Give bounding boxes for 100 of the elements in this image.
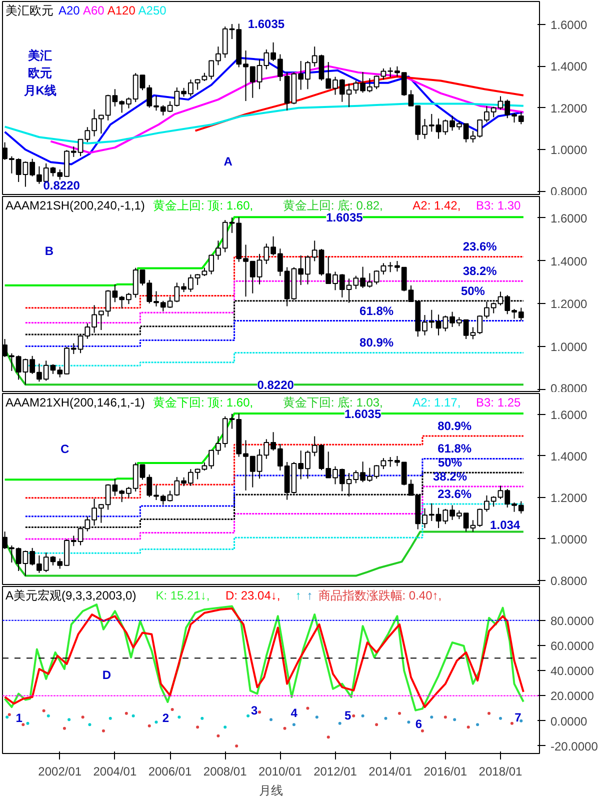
chart-title: 美汇欧元	[6, 4, 54, 18]
text: A250	[138, 4, 167, 18]
annotation: 月K线	[22, 83, 56, 98]
series-label: 黄金下回: 顶: 1.60,	[153, 396, 254, 410]
point	[306, 706, 310, 710]
text: 黄金上回: 底: 0.82,	[282, 198, 383, 212]
point	[283, 726, 286, 730]
y-tick-label: -20.0000	[550, 739, 598, 754]
point	[22, 723, 25, 726]
point	[488, 712, 491, 715]
annotation: 38.2%	[462, 264, 498, 278]
x-tick-label: 2010/01	[258, 764, 302, 778]
point	[196, 726, 200, 729]
annotation: 3	[251, 704, 258, 718]
series-label: D: 23.04↓,	[226, 588, 280, 602]
point	[132, 714, 135, 718]
point	[8, 713, 11, 716]
annotation: 61.8%	[360, 304, 394, 318]
point	[26, 722, 30, 725]
x-tick-label: 2014/01	[368, 764, 412, 778]
y-tick-label: 1.0000	[550, 340, 588, 354]
text: A20	[58, 4, 80, 18]
y-tick-label: 1.6000	[550, 211, 588, 226]
y-tick-label: 60.0000	[550, 639, 594, 654]
annotation: 1.6035	[326, 210, 364, 225]
point	[62, 726, 66, 730]
annotation: B	[44, 244, 54, 258]
annotation: 1	[16, 711, 23, 726]
text: A2: 1.42,	[412, 198, 461, 212]
y-tick-label: 1.6000	[550, 18, 588, 32]
annotation: 61.8%	[438, 442, 472, 456]
annotation: 38.2%	[432, 470, 468, 484]
point	[315, 716, 318, 719]
y-tick-label: 0.8000	[550, 574, 588, 588]
text: A120	[107, 4, 136, 18]
point	[466, 726, 470, 729]
point	[148, 724, 151, 728]
y-tick-label: 1.2000	[550, 297, 588, 312]
annotation: C	[60, 442, 70, 456]
text: A2: 1.17,	[412, 396, 461, 410]
y-tick-label: 1.0000	[550, 143, 588, 158]
point	[178, 716, 181, 719]
y-tick-label: 80.0000	[550, 614, 594, 628]
y-tick-label: 1.2000	[550, 490, 588, 505]
point	[338, 722, 342, 725]
text: ↑	[306, 588, 313, 602]
chart-title: AAAM21XH(200,146,1,-1)	[6, 396, 145, 410]
y-tick-label: 1.4000	[550, 60, 588, 74]
point	[68, 718, 71, 722]
point	[88, 723, 92, 726]
point	[170, 708, 174, 712]
annotation: 1.6035	[344, 407, 382, 422]
annotation: 1.034	[490, 518, 520, 532]
y-tick-label: 1.6000	[550, 408, 588, 422]
point	[361, 714, 364, 718]
text: 黄金下回: 底: 1.03,	[282, 396, 383, 410]
point	[476, 723, 480, 726]
x-tick-label: 2006/01	[148, 764, 192, 778]
point	[453, 718, 456, 722]
annotation: 80.9%	[360, 336, 394, 350]
annotation: 欧元	[28, 66, 52, 80]
annotation: 50%	[460, 284, 486, 298]
x-tick-label: 2002/01	[38, 764, 82, 778]
y-tick-label: 1.2000	[550, 101, 588, 116]
line-series	[194, 76, 524, 132]
annotation: 23.6%	[438, 486, 472, 501]
annotation: 2	[162, 711, 170, 726]
annotation: 6	[415, 716, 422, 731]
point	[42, 709, 46, 712]
annotation: 美汇	[27, 48, 52, 63]
point	[258, 710, 262, 714]
y-tick-label: 40.0000	[550, 664, 594, 678]
point	[6, 716, 9, 719]
x-tick-label: 2004/01	[93, 764, 137, 778]
point	[102, 729, 105, 732]
annotation: 5	[344, 708, 352, 723]
annotation: 0.8220	[257, 378, 294, 392]
x-tick-label: 2018/01	[478, 764, 522, 778]
point	[430, 716, 434, 719]
point	[216, 734, 220, 738]
point	[498, 716, 502, 720]
annotation: 4	[290, 706, 298, 720]
x-axis-title: 月线	[259, 784, 283, 798]
annotation: 50%	[438, 456, 462, 470]
text: ↑	[295, 588, 302, 602]
point	[398, 712, 402, 715]
text: B3: 1.30	[476, 198, 522, 212]
y-tick-label: 0.0000	[550, 714, 588, 728]
point	[270, 718, 272, 722]
point	[108, 716, 112, 720]
x-tick-label: 2012/01	[314, 764, 358, 778]
line-series	[4, 102, 524, 144]
point	[81, 716, 84, 719]
chart-title: AAAM21SH(200,240,-1,1)	[6, 198, 145, 212]
point	[407, 720, 410, 724]
x-tick-label: 2016/01	[424, 764, 468, 778]
point	[420, 729, 424, 732]
chart-title: A美元宏观(9,3,3,2003,0)	[6, 588, 136, 602]
point	[375, 723, 378, 726]
point	[246, 714, 250, 718]
